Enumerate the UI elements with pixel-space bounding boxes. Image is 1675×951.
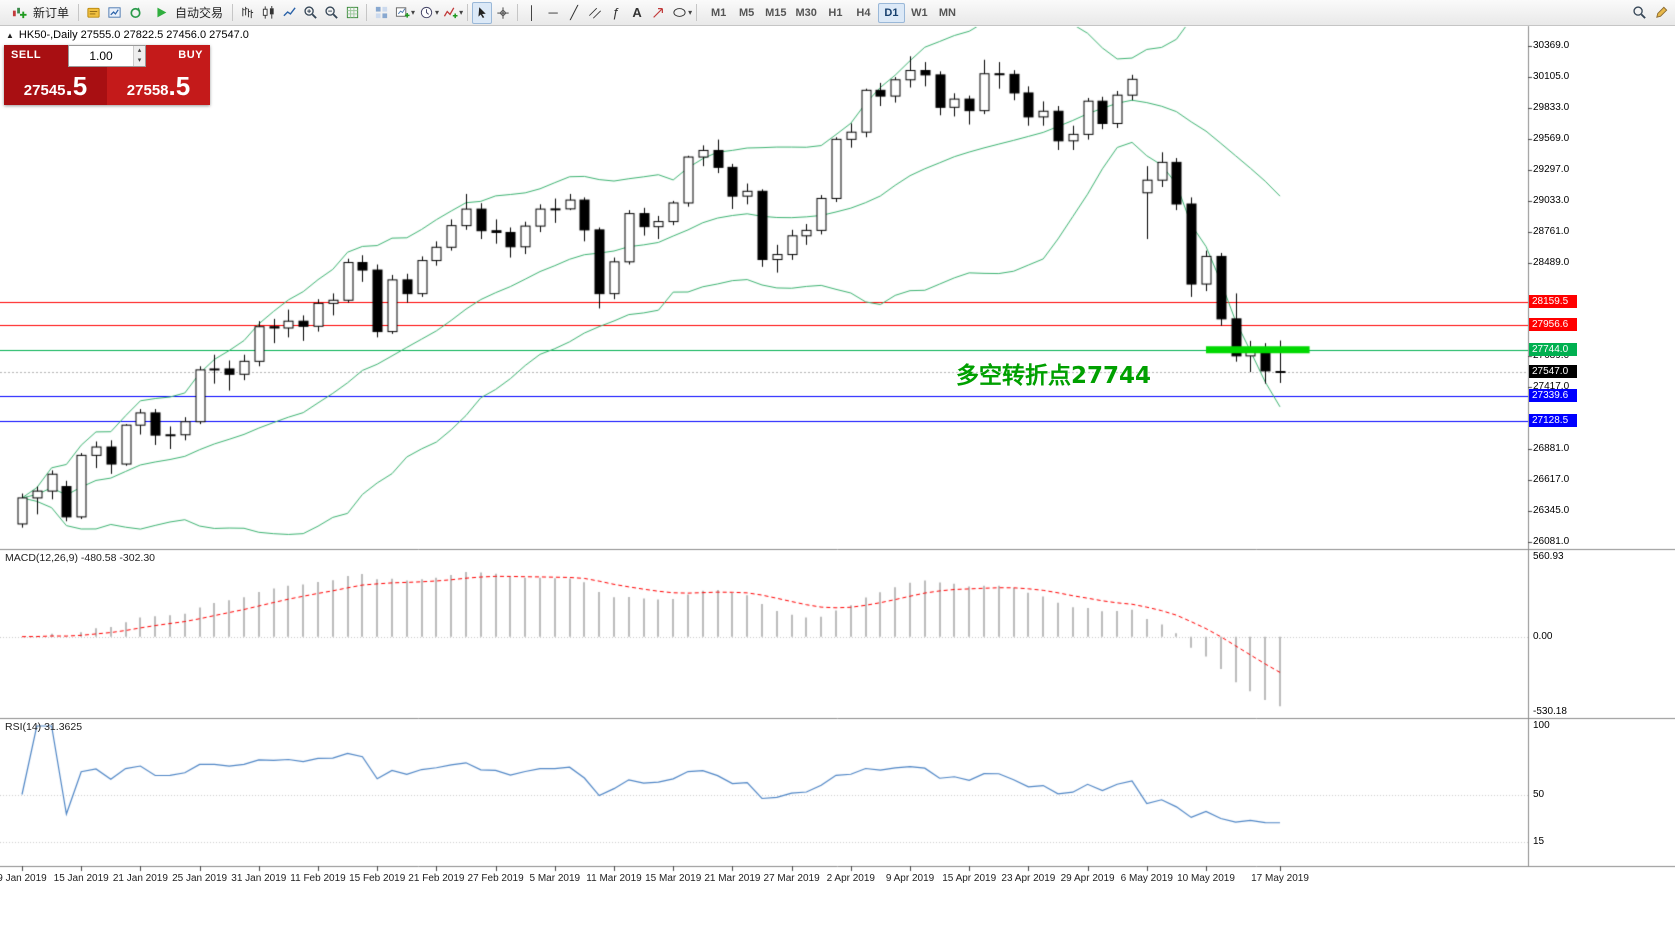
text-tool-icon[interactable]: A (632, 5, 642, 20)
timeframe-h4[interactable]: H4 (856, 6, 871, 19)
crosshair-icon[interactable] (493, 2, 513, 24)
new-chart-caret-icon[interactable]: ▾ (411, 8, 416, 17)
cursor-icon[interactable] (472, 1, 493, 24)
buy-price-pips: .5 (168, 71, 191, 101)
symbol-info: ▲ HK50-,Daily 27555.0 27822.5 27456.0 27… (6, 29, 249, 41)
toolbar-separator (467, 4, 469, 21)
toolbar: 新订单 自动交易 ▾ ▾ ▾ (0, 0, 1675, 26)
line-chart-icon[interactable] (279, 2, 299, 24)
volume-input[interactable] (69, 46, 133, 66)
channel-tool-icon[interactable] (585, 2, 605, 24)
search-icon[interactable] (1629, 2, 1649, 24)
symbol-ohlc-text: HK50-,Daily 27555.0 27822.5 27456.0 2754… (18, 29, 249, 41)
period-caret-icon[interactable]: ▾ (435, 8, 440, 17)
timeframe-switcher: M1 M5 M15 M30 H1 H4 D1 W1 MN (705, 2, 961, 23)
buy-price-main: 27558 (126, 82, 169, 99)
timeframe-w1[interactable]: W1 (911, 6, 928, 19)
auto-trading-play-icon (151, 2, 171, 24)
new-chart-icon[interactable] (392, 2, 412, 24)
timeframe-h1[interactable]: H1 (828, 6, 843, 19)
one-click-trading-panel: SELL 27545.5 BUY 27558.5 ▴▾ (4, 45, 210, 105)
timeframe-mn[interactable]: MN (938, 6, 956, 19)
toolbar-separator (232, 4, 234, 21)
timeframe-m1[interactable]: M1 (710, 6, 727, 19)
indicators-icon[interactable] (440, 2, 460, 24)
tile-windows-icon[interactable] (371, 2, 391, 24)
timeframe-m15[interactable]: M15 (765, 6, 787, 19)
volume-up-icon[interactable]: ▴ (134, 46, 145, 56)
volume-down-icon[interactable]: ▾ (134, 56, 145, 66)
new-order-label: 新订单 (33, 6, 70, 20)
volume-spinner[interactable]: ▴ ▾ (133, 46, 145, 66)
zoom-out-icon[interactable] (321, 2, 341, 24)
toolbar-separator (78, 4, 80, 21)
volume-field[interactable]: ▴▾ (68, 45, 146, 67)
one-click-toggle-icon[interactable]: ▲ (6, 30, 14, 40)
indicators-caret-icon[interactable]: ▾ (459, 8, 464, 17)
terminal-icon[interactable] (83, 2, 103, 24)
buy-button[interactable]: BUY 27558.5 (107, 45, 210, 105)
new-order-icon (9, 2, 29, 24)
zoom-in-icon[interactable] (300, 2, 320, 24)
rsi-indicator-label: RSI(14) 31.3625 (5, 721, 83, 733)
shapes-tool-icon[interactable] (669, 2, 689, 24)
auto-trading-label: 自动交易 (175, 6, 224, 20)
refresh-icon[interactable] (125, 2, 145, 24)
buy-price: 27558.5 (107, 71, 210, 102)
candlestick-chart-icon[interactable] (258, 2, 278, 24)
toolbar-separator (517, 4, 519, 21)
chart-annotation-text[interactable]: 多空转折点27744 (956, 363, 1152, 389)
timeframe-m30[interactable]: M30 (795, 6, 817, 19)
toolbar-separator (366, 4, 368, 21)
vertical-line-tool-icon[interactable]: │ (528, 5, 537, 20)
edit-pencil-icon[interactable] (1651, 2, 1671, 24)
new-order-button[interactable]: 新订单 (4, 2, 74, 24)
sell-price: 27545.5 (4, 71, 107, 102)
fibonacci-tool-icon[interactable]: ƒ (612, 5, 620, 20)
trendline-tool-icon[interactable]: ╱ (570, 4, 578, 20)
market-watch-icon[interactable] (104, 2, 124, 24)
sell-label: SELL (11, 49, 42, 61)
auto-trading-button[interactable]: 自动交易 (146, 2, 228, 24)
macd-indicator-label: MACD(12,26,9) -480.58 -302.30 (5, 552, 155, 564)
horizontal-line-tool-icon[interactable]: ─ (548, 5, 558, 20)
buy-label: BUY (178, 49, 203, 61)
sell-price-pips: .5 (65, 71, 88, 101)
sell-price-main: 27545 (23, 82, 66, 99)
period-clock-icon[interactable] (416, 2, 436, 24)
timeframe-d1[interactable]: D1 (877, 2, 905, 23)
bar-chart-icon[interactable] (237, 2, 257, 24)
arrows-tool-icon[interactable] (648, 2, 668, 24)
grid-icon[interactable] (342, 2, 362, 24)
shapes-caret-icon[interactable]: ▾ (688, 8, 693, 17)
toolbar-separator (696, 4, 698, 21)
timeframe-m5[interactable]: M5 (738, 6, 755, 19)
